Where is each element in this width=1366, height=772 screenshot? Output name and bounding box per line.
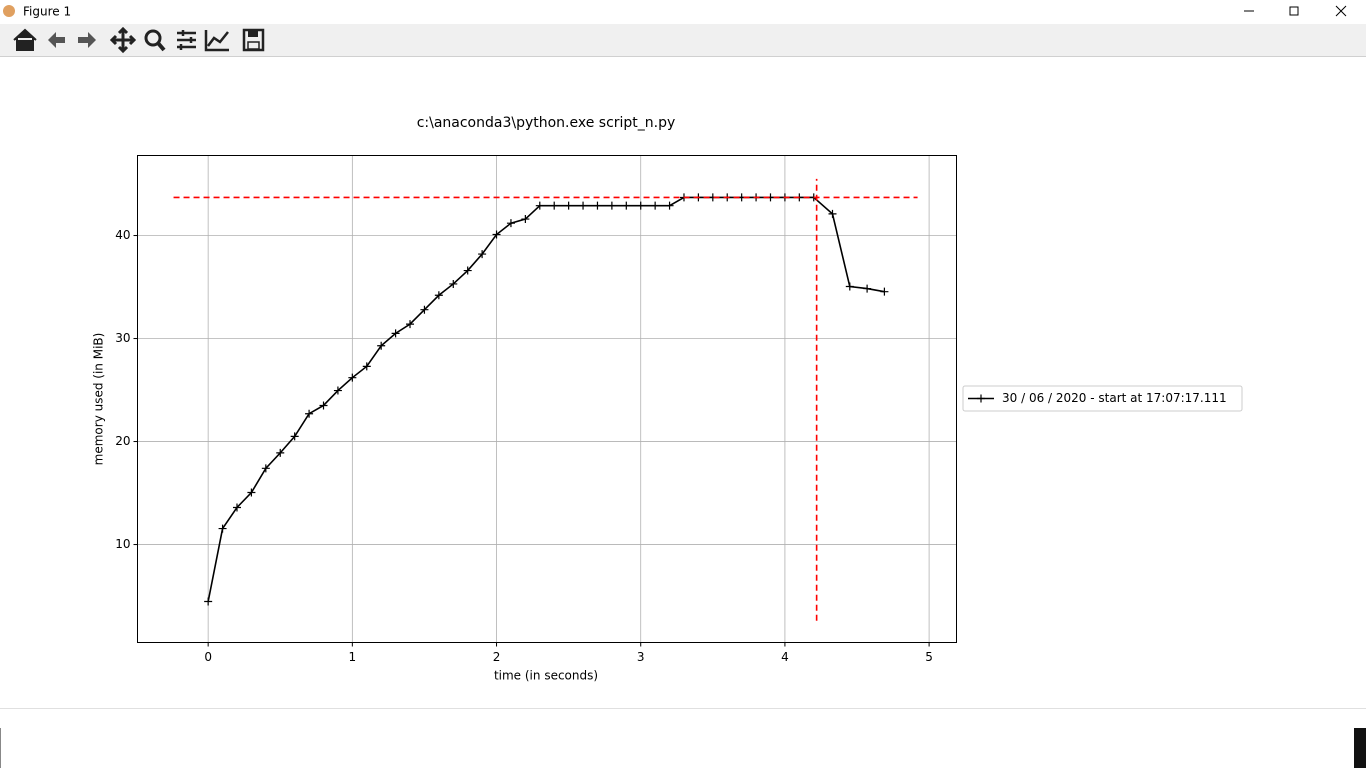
legend-marker <box>977 394 985 403</box>
data-point <box>579 201 588 210</box>
axes-button[interactable] <box>204 30 229 52</box>
x-tick-label: 2 <box>493 650 501 664</box>
y-axis-label: memory used (in MiB) <box>92 333 106 466</box>
y-tick-label: 40 <box>115 228 130 242</box>
y-tick-label: 10 <box>115 537 130 551</box>
data-point <box>319 401 328 410</box>
data-point <box>333 386 342 395</box>
data-point <box>261 464 270 473</box>
window-title: Figure 1 <box>23 5 71 19</box>
x-tick-label: 0 <box>204 650 212 664</box>
data-point <box>535 201 544 210</box>
data-point <box>449 279 458 288</box>
data-point <box>521 215 530 224</box>
legend-label: 30 / 06 / 2020 - start at 17:07:17.111 <box>1002 391 1227 405</box>
x-tick-label: 3 <box>637 650 645 664</box>
toolbar <box>0 24 1366 57</box>
data-point <box>362 362 371 371</box>
forward-button[interactable] <box>78 32 96 48</box>
data-point <box>406 320 415 329</box>
series-line <box>207 196 885 602</box>
legend <box>962 385 1243 412</box>
data-point <box>636 201 645 210</box>
data-point <box>478 250 487 259</box>
data-point <box>204 597 213 606</box>
y-tick-label: 30 <box>115 331 130 345</box>
data-point <box>290 432 299 441</box>
home-button[interactable] <box>13 28 37 51</box>
data-point <box>564 201 573 210</box>
data-point <box>506 219 515 228</box>
save-button[interactable] <box>242 28 265 52</box>
x-tick-label: 5 <box>925 650 933 664</box>
data-point <box>391 329 400 338</box>
data-point <box>828 209 837 218</box>
x-axis-label: time (in seconds) <box>494 669 598 683</box>
data-point <box>845 282 854 291</box>
data-point <box>665 201 674 210</box>
zoom-button[interactable] <box>144 29 166 52</box>
title-bar <box>0 0 1366 24</box>
app-icon <box>3 5 15 17</box>
data-point <box>880 287 889 296</box>
data-point <box>218 524 227 533</box>
plot-frame <box>137 155 957 643</box>
data-point <box>434 291 443 300</box>
data-point <box>276 448 285 457</box>
data-point <box>651 201 660 210</box>
back-button[interactable] <box>48 32 65 48</box>
data-point <box>305 409 314 418</box>
data-point <box>863 284 872 293</box>
data-point <box>348 373 357 382</box>
data-point <box>492 230 501 239</box>
data-point <box>232 503 241 512</box>
data-point <box>622 201 631 210</box>
configure-button[interactable] <box>177 30 196 50</box>
close-button[interactable] <box>1335 5 1347 17</box>
data-point <box>377 341 386 350</box>
data-point <box>607 201 616 210</box>
x-tick-label: 4 <box>781 650 789 664</box>
data-point <box>463 266 472 275</box>
chart-title: c:\anaconda3\python.exe script_n.py <box>417 115 676 131</box>
x-tick-label: 1 <box>349 650 357 664</box>
data-point <box>550 201 559 210</box>
data-point <box>420 305 429 314</box>
y-tick-label: 20 <box>115 434 130 448</box>
maximize-button[interactable] <box>1289 6 1299 16</box>
data-point <box>593 201 602 210</box>
pan-button[interactable] <box>109 26 137 54</box>
data-point <box>247 488 256 497</box>
scrollbar <box>1354 728 1366 768</box>
